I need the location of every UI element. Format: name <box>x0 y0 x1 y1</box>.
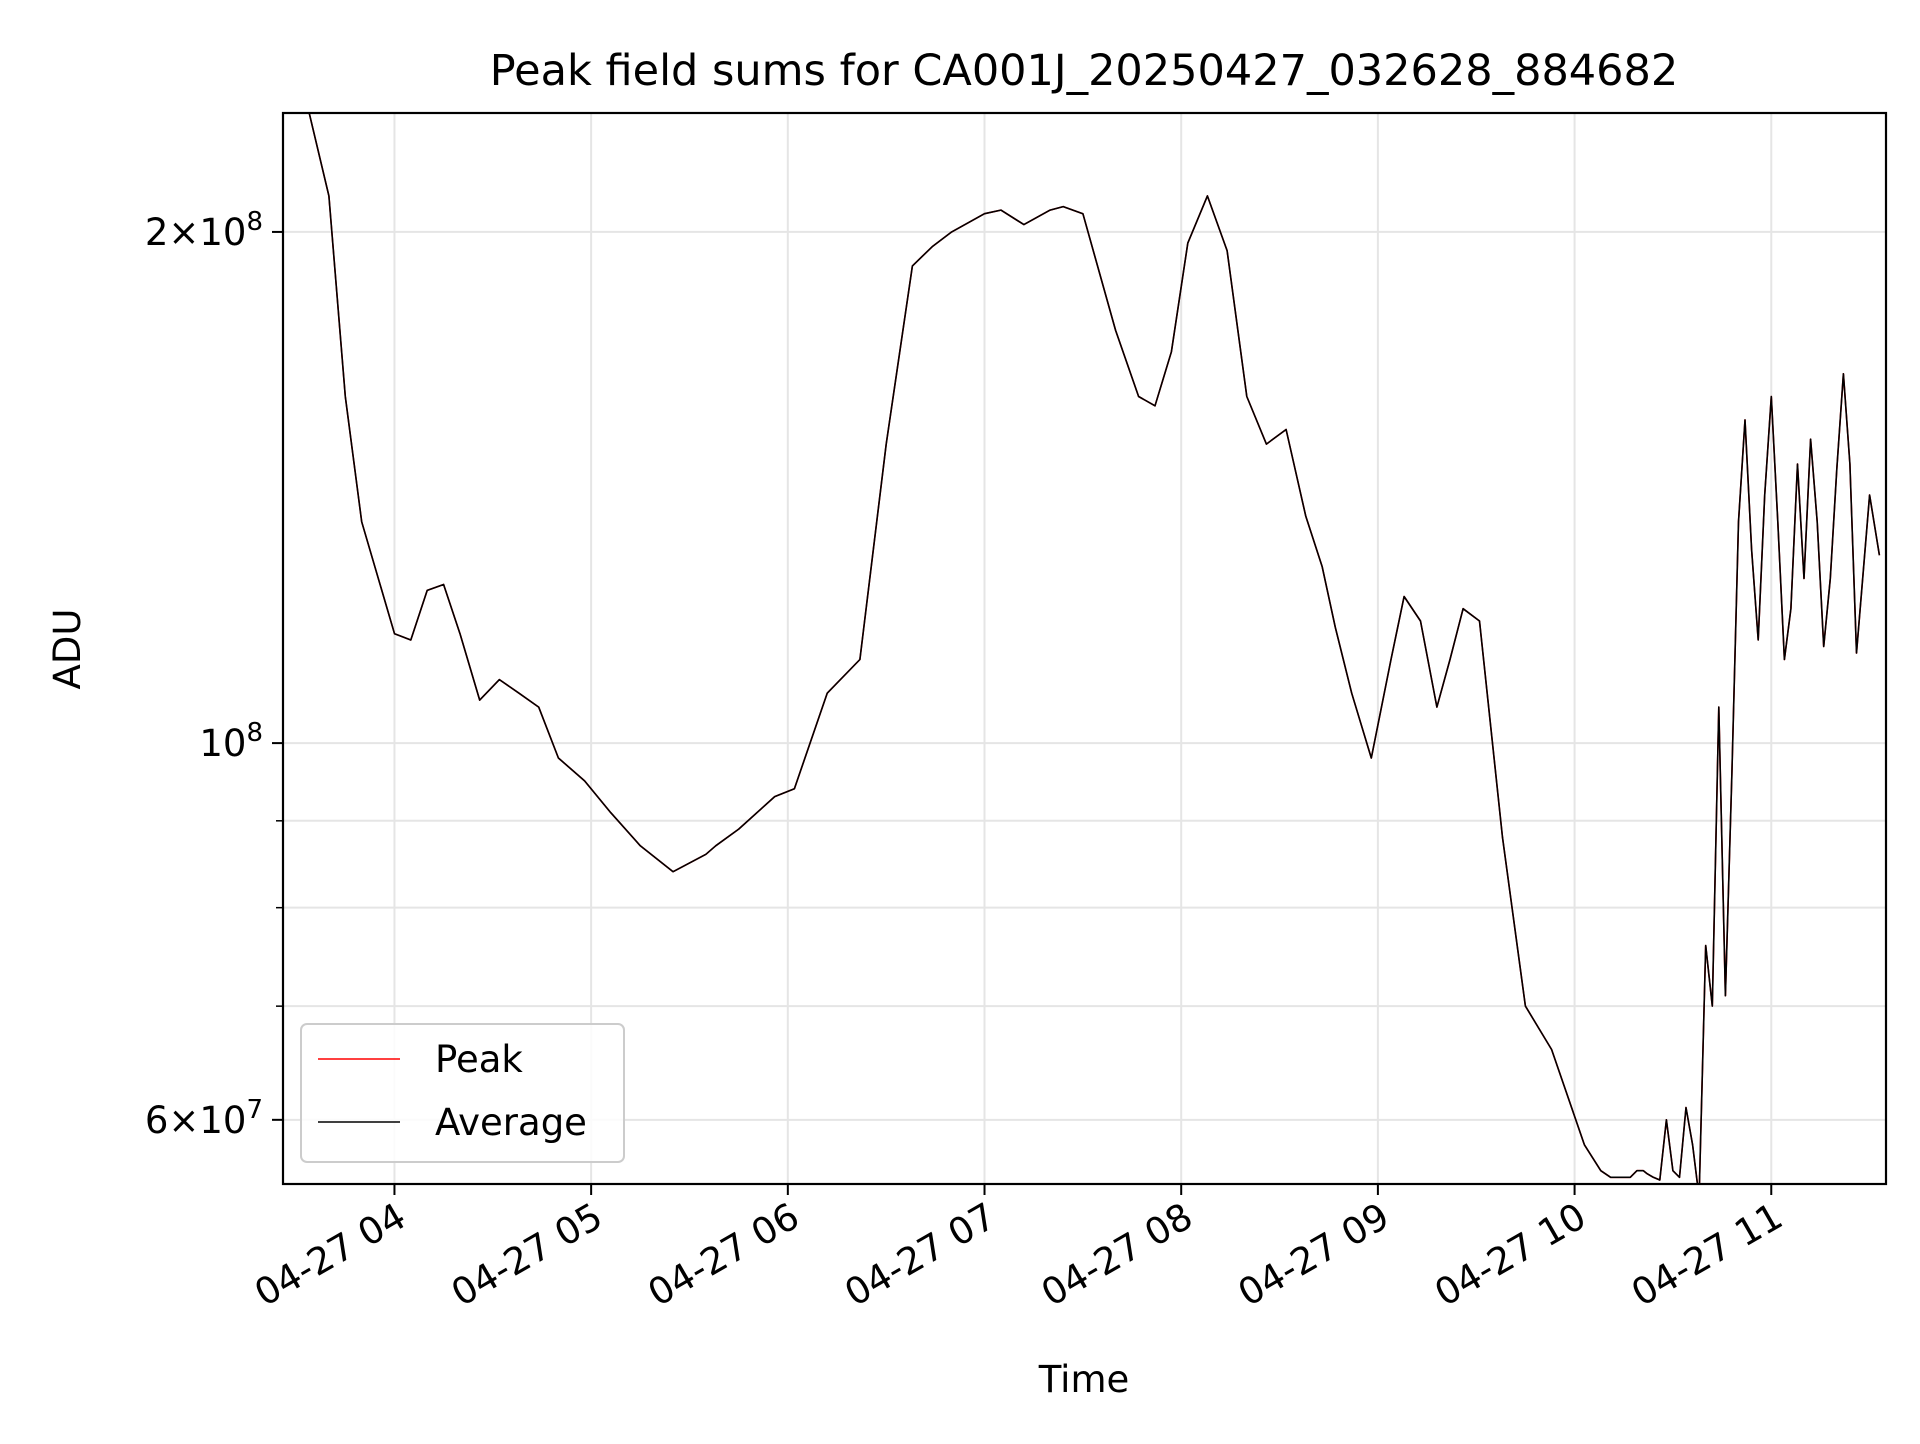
legend-label-average: Average <box>435 1101 587 1144</box>
grid-layer <box>283 113 1886 1184</box>
plot-frame <box>281 111 1888 1186</box>
x-axis-label: Time <box>1038 1358 1130 1401</box>
y-tick-label: 2×108 <box>145 207 263 254</box>
series-layer <box>308 113 1881 1184</box>
legend: Peak Average <box>300 1023 625 1163</box>
y-axis-label: ADU <box>46 609 89 690</box>
y-tick-label: 6×107 <box>145 1095 263 1142</box>
y-axis: 2×108 108 6×107 <box>145 207 283 1142</box>
legend-label-peak: Peak <box>435 1038 523 1081</box>
chart-title: Peak field sums for CA001J_20250427_0326… <box>490 46 1678 96</box>
series-line-average <box>308 113 1881 1184</box>
y-tick-label: 108 <box>199 718 263 765</box>
